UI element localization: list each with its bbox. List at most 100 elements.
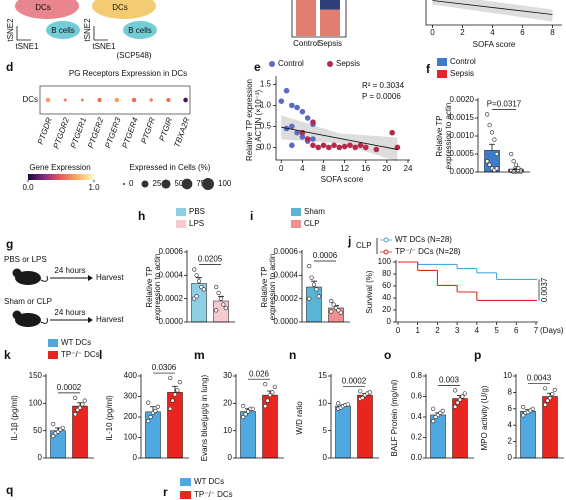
expression-dot <box>45 97 51 103</box>
x-tick-label: PTGER1 <box>69 116 88 149</box>
legend-label: Sham <box>304 207 325 216</box>
p-value: 0.003 <box>439 375 460 384</box>
x-tick-label: PTGFR <box>139 116 157 145</box>
panel-letter: k <box>4 348 11 362</box>
data-point <box>336 401 341 406</box>
data-point <box>309 275 314 280</box>
cluster-blob <box>15 0 79 19</box>
bar <box>357 394 373 459</box>
expression-dot <box>63 98 67 102</box>
x-axis-label: SOFA score <box>321 175 364 184</box>
y-tick-label: 0.0020 <box>450 95 475 104</box>
data-point <box>51 434 56 439</box>
legend-swatch <box>437 70 447 78</box>
y-tick-label: 5 <box>323 426 328 435</box>
data-point <box>289 123 295 130</box>
data-point <box>168 375 173 381</box>
y-tick-label: 0.6 <box>411 392 423 401</box>
data-point <box>345 402 350 407</box>
legend-label: TP⁻/⁻ DCs <box>194 490 233 499</box>
data-point <box>310 142 316 149</box>
data-point <box>550 391 555 397</box>
error-bar <box>172 385 178 393</box>
legend-label: Control <box>278 59 304 68</box>
y-axis-label: Survival (%) <box>365 270 374 313</box>
data-point <box>338 310 343 315</box>
data-point <box>155 404 160 409</box>
data-point <box>521 413 526 418</box>
y-tick-label: 0 <box>323 453 328 462</box>
data-point <box>460 394 465 399</box>
data-point <box>148 414 153 420</box>
legend-label: Sepsis <box>336 59 360 68</box>
x-tick-label: 4 <box>475 326 480 335</box>
data-point <box>521 405 526 410</box>
x-tick-label: 0 <box>430 28 435 37</box>
data-point <box>487 123 492 128</box>
p-value: 0.026 <box>249 369 270 378</box>
size-key-label: 0 <box>129 179 134 188</box>
panel-letter: j <box>347 234 351 248</box>
data-point <box>545 398 550 403</box>
y-tick-label: 150 <box>29 371 43 380</box>
y-tick-label: 1.0 <box>260 101 272 110</box>
x-axis-label: (Days) <box>540 326 564 335</box>
legend-label: PBS <box>189 207 205 216</box>
legend-marker <box>383 237 389 243</box>
y-tick-label: 10 <box>318 398 327 407</box>
data-point <box>294 104 300 111</box>
y-axis-label: Relative TP <box>435 115 444 156</box>
legend-swatch <box>48 339 58 347</box>
data-point <box>453 404 458 409</box>
x-tick-label: PTGER2 <box>86 116 106 150</box>
y-tick-label: 0.0 <box>260 143 272 152</box>
x-tick-label: 3 <box>455 326 460 335</box>
x-tick-label: 6 <box>514 326 519 335</box>
size-key-label: 100 <box>218 179 232 188</box>
p-value: 0.0037 <box>540 277 549 302</box>
data-point <box>362 144 369 151</box>
data-point <box>218 296 224 301</box>
data-point <box>331 302 336 307</box>
stack-segment <box>320 9 340 37</box>
legend-marker <box>383 249 389 255</box>
stack-segment <box>296 0 316 37</box>
panel-letter: p <box>474 348 481 362</box>
data-point <box>331 142 337 149</box>
data-point <box>315 144 322 151</box>
data-point <box>196 279 202 284</box>
size-key-label: 25 <box>153 179 162 188</box>
data-point <box>455 400 460 405</box>
x-tick-label: Sepsis <box>318 39 342 48</box>
row-label: DCs <box>22 95 38 104</box>
data-point <box>283 87 290 94</box>
panel-letter: h <box>138 209 145 223</box>
legend-swatch <box>176 220 186 228</box>
y-tick-label: 8 <box>508 388 513 397</box>
y-axis-label: Evans blue(μg/g in lung) <box>200 374 209 461</box>
data-point <box>214 308 219 313</box>
x-tick-label: PTGER3 <box>103 116 123 150</box>
legend-swatch <box>291 220 301 228</box>
data-point <box>265 398 270 403</box>
y-tick-label: 0.8 <box>411 371 423 380</box>
size-key <box>123 183 125 185</box>
x-tick-label: 16 <box>361 164 370 173</box>
arrow-head <box>88 317 93 323</box>
data-point <box>172 392 178 397</box>
data-point <box>170 398 175 403</box>
y-tick-label: 0.0006 <box>274 247 299 256</box>
x-tick-label: 12 <box>340 164 349 173</box>
p-value: 0.0002 <box>57 383 82 392</box>
data-point <box>329 309 334 314</box>
data-point <box>278 98 285 104</box>
chart-title: PG Receptors Expression in DCs <box>69 69 187 78</box>
stat-label: R² = 0.3034 <box>362 81 405 90</box>
cluster-blob <box>46 21 80 39</box>
schematic-g: g PBS or LPS 24 hours Harvest Sham or CL… <box>4 237 124 327</box>
y-tick-label: 1.5 <box>260 80 272 89</box>
x-tick-label: 8 <box>321 164 326 173</box>
data-point <box>358 389 363 394</box>
plot-frame <box>39 85 191 115</box>
data-point <box>316 294 321 299</box>
